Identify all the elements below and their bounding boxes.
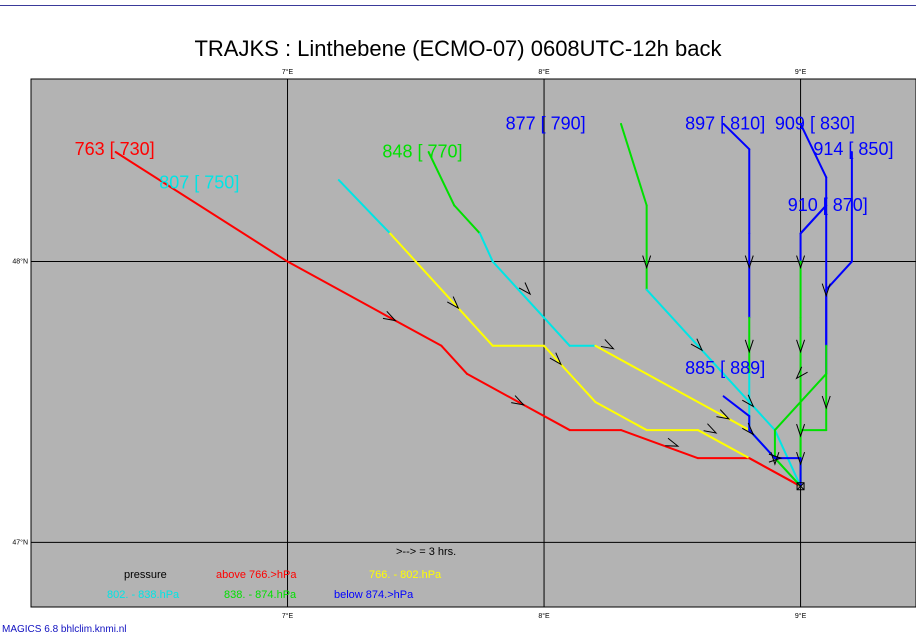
legend-entry: 802. - 838.hPa: [107, 589, 180, 601]
arrow-time-note: >--> = 3 hrs.: [396, 546, 456, 558]
trajectory-label: 885 [ 889]: [685, 358, 765, 378]
trajectory-segment: [543, 316, 571, 347]
time-arrow: [796, 423, 806, 438]
trajectory-segment: [337, 179, 392, 235]
trajectory-segment: [620, 122, 648, 207]
time-arrow: [821, 395, 831, 410]
x-tick-label-bottom: 7°E: [282, 612, 294, 620]
time-arrow: [665, 437, 680, 447]
trajectory-segment: [645, 372, 699, 403]
trajectory-segment: [722, 372, 751, 403]
origin-marker-cross: [796, 482, 805, 491]
trajectory-segment: [466, 316, 494, 347]
time-arrow: [511, 395, 526, 406]
time-arrow: [768, 453, 783, 463]
time-arrow: [796, 451, 806, 466]
time-arrow: [744, 255, 754, 270]
trajectory-segment: [722, 395, 751, 418]
y-tick-label: 47°N: [12, 538, 28, 546]
x-tick-label-top: 7°E: [282, 68, 294, 76]
trajectory-segment: [748, 457, 802, 488]
time-arrow: [770, 451, 780, 466]
trajectory-label: 909 [ 830]: [775, 114, 855, 134]
trajectory-label: 910 [ 870]: [788, 195, 868, 215]
time-arrow: [447, 296, 460, 310]
x-tick-label-top: 9°E: [795, 68, 807, 76]
trajectory-segment: [696, 400, 751, 432]
trajectory-segment: [543, 344, 571, 375]
trajectory-segment: [440, 344, 469, 375]
time-arrow: [642, 255, 652, 270]
trajectory-segment: [491, 260, 520, 291]
trajectory-segment: [799, 204, 828, 235]
y-tick-label: 48°N: [12, 258, 28, 266]
trajectory-segment: [114, 151, 289, 263]
trajectory-segment: [389, 316, 443, 347]
trajectory-segment: [594, 400, 648, 432]
trajectory-segment: [478, 232, 494, 263]
x-tick-label-bottom: 9°E: [795, 612, 807, 620]
trajectory-segment: [799, 372, 828, 403]
time-arrow: [549, 352, 562, 366]
trajectory-segment: [517, 400, 571, 432]
time-arrow: [796, 255, 806, 270]
trajectory-label: 763 [ 730]: [75, 139, 155, 159]
trajectory-segment: [722, 122, 751, 151]
legend-entry: 766. - 802.hPa: [369, 569, 442, 581]
trajectory-segment: [517, 288, 546, 319]
plot-background: [30, 78, 916, 608]
time-arrow: [703, 423, 718, 434]
trajectory-segment: [453, 204, 481, 235]
legend-entry: 838. - 874.hPa: [224, 589, 297, 601]
time-arrow: [744, 339, 754, 354]
trajectory-segment: [825, 260, 853, 291]
top-rule: [0, 5, 916, 6]
x-tick-label-bottom: 8°E: [538, 612, 550, 620]
trajectory-segment: [427, 151, 456, 207]
legend-entry: above 766.>hPa: [216, 569, 297, 581]
time-arrow: [518, 282, 532, 296]
time-arrow: [600, 339, 615, 350]
trajectory-segment: [389, 232, 469, 319]
trajectory-segment: [645, 288, 699, 347]
time-arrow: [796, 339, 806, 354]
origin-marker: [796, 482, 805, 491]
time-arrow: [795, 366, 808, 380]
trajectory-segment: [773, 400, 802, 432]
trajectory-segment: [568, 372, 597, 403]
trajectory-segment: [799, 122, 828, 179]
time-arrow: [821, 283, 831, 298]
trajectory-label: 877 [ 790]: [506, 114, 586, 134]
trajectory-segment: [696, 429, 751, 460]
time-arrow: [382, 310, 397, 322]
time-arrow: [742, 394, 755, 408]
trajectory-label: 848 [ 770]: [382, 142, 462, 162]
trajectory-segment: [773, 457, 802, 488]
x-tick-label-top: 8°E: [538, 68, 550, 76]
trajectory-segment: [286, 260, 392, 319]
time-arrow: [690, 338, 704, 352]
legend-title: pressure: [124, 569, 167, 581]
legend-entry: below 874.>hPa: [334, 589, 414, 601]
trajectory-segment: [594, 344, 648, 375]
chart-title: TRAJKS : Linthebene (ECMO-07) 0608UTC-12…: [194, 36, 722, 61]
time-arrow: [742, 422, 755, 436]
trajectory-segment: [466, 372, 520, 403]
trajectory-label: 807 [ 750]: [159, 173, 239, 193]
time-arrow: [716, 409, 731, 420]
footer-credit: MAGICS 6.8 bhlclim.knmi.nl: [2, 624, 127, 635]
trajectory-label: 914 [ 850]: [813, 139, 893, 159]
trajectory-label: 897 [ 810]: [685, 114, 765, 134]
trajectory-segment: [620, 429, 699, 460]
